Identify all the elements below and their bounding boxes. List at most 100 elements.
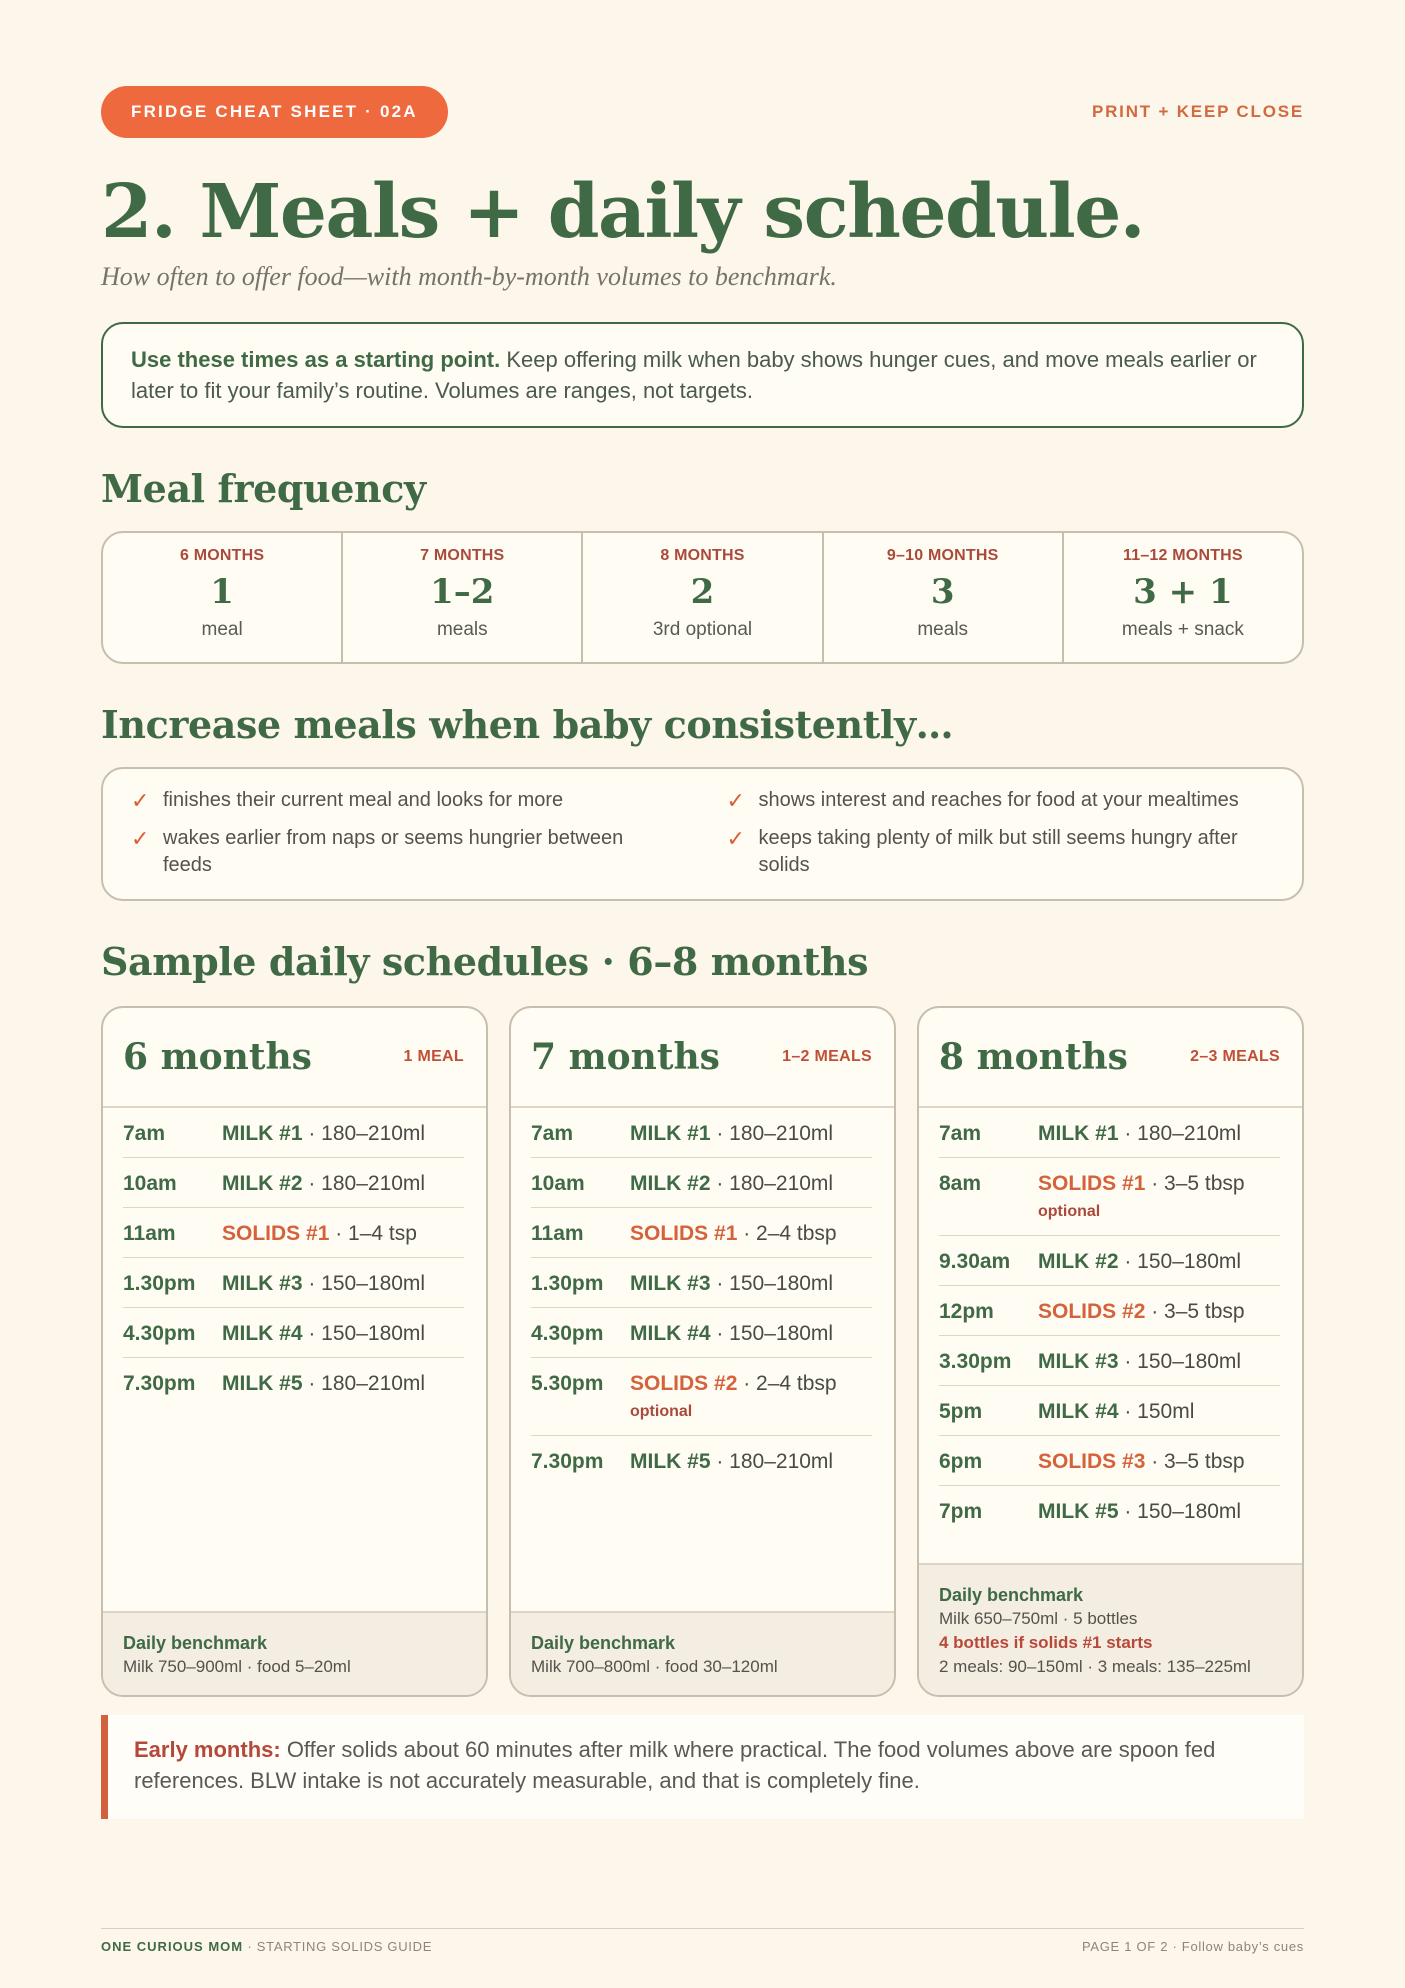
schedule-entry: MILK #5 · 180–210ml [630, 1450, 833, 1474]
schedule-time: 10am [531, 1172, 585, 1195]
schedule-time: 1.30pm [123, 1272, 196, 1295]
schedule-optional-note: optional [630, 1403, 693, 1420]
frequency-cell: 7 MONTHS 1–2 meals [343, 533, 584, 662]
note-bold: Early months: [134, 1737, 281, 1762]
schedule-label: MILK #5 [1038, 1500, 1119, 1523]
schedule-row: 7pm MILK #5 · 150–180ml [939, 1486, 1280, 1535]
schedule-label: MILK #2 [1038, 1250, 1119, 1273]
schedule-label: SOLIDS #3 [1038, 1450, 1146, 1473]
schedule-time: 5pm [939, 1400, 983, 1423]
benchmark-warning: 4 bottles if solids #1 starts [939, 1633, 1153, 1652]
checklist-item: ✓ wakes earlier from naps or seems hungr… [131, 825, 677, 880]
frequency-cell: 9–10 MONTHS 3 meals [824, 533, 1064, 662]
schedule-time: 7.30pm [531, 1450, 604, 1473]
schedule-label: MILK #4 [222, 1322, 303, 1345]
schedule-list: 7am MILK #1 · 180–210ml 8am SOLIDS #1 · 3–5… [919, 1108, 1302, 1535]
schedule-amount: · 180–210ml [1118, 1122, 1242, 1145]
schedule-time: 3.30pm [939, 1350, 1012, 1373]
frequency-count: 2 [690, 572, 715, 612]
sheet-label-pill: FRIDGE CHEAT SHEET · 02A [101, 86, 448, 138]
increase-heading: Increase meals when baby consistently… [101, 702, 954, 747]
schedule-label: MILK #3 [1038, 1350, 1119, 1373]
schedule-card: 7 months 1–2 MEALS 7am MILK #1 · 180–210ml 1… [509, 1006, 896, 1697]
page-subtitle: How often to offer food—with month-by-mo… [101, 262, 837, 291]
frequency-unit: meal [201, 619, 243, 640]
schedule-label: SOLIDS #2 [630, 1372, 738, 1395]
footer-left: ONE CURIOUS MOM · STARTING SOLIDS GUIDE [101, 1939, 432, 1954]
schedule-row: 12pm SOLIDS #2 · 3–5 tbsp [939, 1286, 1280, 1336]
schedule-entry: MILK #4 · 150–180ml [630, 1322, 833, 1346]
schedule-row: 11am SOLIDS #1 · 1–4 tsp [123, 1208, 464, 1258]
check-icon: ✓ [131, 825, 150, 851]
schedule-entry: MILK #3 · 150–180ml [1038, 1350, 1241, 1374]
footer-brand: ONE CURIOUS MOM [101, 1939, 244, 1954]
daily-benchmark: Daily benchmark Milk 750–900ml · food 5–2… [103, 1611, 486, 1695]
frequency-age: 8 MONTHS [660, 547, 745, 564]
header-row: FRIDGE CHEAT SHEET · 02A PRINT + KEEP CL… [101, 86, 1304, 138]
cheat-sheet-page: FRIDGE CHEAT SHEET · 02A PRINT + KEEP CL… [101, 86, 1304, 1819]
checklist-text: finishes their current meal and looks fo… [163, 789, 564, 811]
benchmark-title: Daily benchmark [939, 1585, 1084, 1605]
schedule-amount: · 180–210ml [710, 1122, 834, 1145]
benchmark-line: Milk 750–900ml · food 5–20ml [123, 1657, 351, 1676]
schedule-amount: · 150–180ml [710, 1322, 834, 1345]
frequency-cell: 8 MONTHS 2 3rd optional [583, 533, 824, 662]
frequency-count: 3 + 1 [1133, 572, 1233, 612]
frequency-cell: 11–12 MONTHS 3 + 1 meals + snack [1064, 533, 1302, 662]
schedule-label: MILK #1 [1038, 1122, 1119, 1145]
schedule-label: MILK #1 [630, 1122, 711, 1145]
schedule-label: SOLIDS #1 [1038, 1172, 1146, 1195]
schedule-entry: SOLIDS #2 · 3–5 tbsp [1038, 1300, 1245, 1324]
checklist-text: keeps taking plenty of milk but still se… [758, 826, 1238, 876]
frequency-table: 6 MONTHS 1 meal 7 MONTHS 1–2 meals 8 MON… [101, 531, 1304, 664]
schedule-time: 1.30pm [531, 1272, 604, 1295]
schedule-amount: · 150–180ml [302, 1322, 426, 1345]
schedule-row: 5.30pm SOLIDS #2 · 2–4 tbsp optional [531, 1358, 872, 1436]
footer-guide: · STARTING SOLIDS GUIDE [243, 1939, 433, 1954]
schedule-time: 4.30pm [123, 1322, 196, 1345]
schedule-label: MILK #2 [222, 1172, 303, 1195]
schedule-label: MILK #1 [222, 1122, 303, 1145]
schedule-entry: SOLIDS #1 · 2–4 tbsp [630, 1222, 837, 1246]
checklist-item: ✓ keeps taking plenty of milk but still … [727, 825, 1273, 880]
schedule-row: 7.30pm MILK #5 · 180–210ml [531, 1436, 872, 1485]
checklist-item: ✓ shows interest and reaches for food at… [727, 787, 1273, 815]
frequency-heading: Meal frequency [101, 466, 426, 511]
schedule-time: 7am [939, 1122, 982, 1145]
schedule-row: 7am MILK #1 · 180–210ml [123, 1108, 464, 1158]
frequency-age: 7 MONTHS [420, 547, 505, 564]
schedule-amount: · 150–180ml [302, 1272, 426, 1295]
schedule-amount: · 180–210ml [302, 1122, 426, 1145]
check-icon: ✓ [726, 825, 745, 851]
schedule-time: 9.30am [939, 1250, 1011, 1273]
schedule-row: 10am MILK #2 · 180–210ml [531, 1158, 872, 1208]
schedule-amount: · 2–4 tbsp [737, 1222, 837, 1245]
intro-text: Keep offering milk when baby shows hunge… [131, 347, 1257, 403]
increase-checklist: ✓ finishes their current meal and looks … [101, 767, 1304, 901]
schedule-amount: · 1–4 tsp [329, 1222, 417, 1245]
schedule-label: SOLIDS #1 [630, 1222, 738, 1245]
benchmark-title: Daily benchmark [531, 1633, 676, 1653]
schedule-amount: · 150–180ml [710, 1272, 834, 1295]
schedule-meal-count: 1 MEAL [403, 1048, 464, 1065]
schedule-row: 3.30pm MILK #3 · 150–180ml [939, 1336, 1280, 1386]
schedule-list: 7am MILK #1 · 180–210ml 10am MILK #2 · 180–… [103, 1108, 486, 1407]
page-footer: ONE CURIOUS MOM · STARTING SOLIDS GUIDE … [101, 1928, 1304, 1954]
schedule-optional-note: optional [1038, 1203, 1101, 1220]
schedule-label: MILK #5 [222, 1372, 303, 1395]
schedule-time: 8am [939, 1172, 982, 1195]
schedule-meal-count: 1–2 MEALS [782, 1048, 872, 1065]
schedule-entry: MILK #1 · 180–210ml [630, 1122, 833, 1146]
schedule-entry: MILK #2 · 150–180ml [1038, 1250, 1241, 1274]
note-text: Offer solids about 60 minutes after milk… [134, 1737, 1216, 1793]
schedule-row: 7.30pm MILK #5 · 180–210ml [123, 1358, 464, 1407]
schedule-card-header: 6 months 1 MEAL [103, 1008, 486, 1108]
schedule-amount: · 180–210ml [302, 1372, 426, 1395]
schedule-entry: SOLIDS #2 · 2–4 tbsp optional [630, 1372, 837, 1424]
schedule-amount: · 2–4 tbsp [737, 1372, 837, 1395]
frequency-age: 11–12 MONTHS [1123, 547, 1243, 564]
frequency-cell: 6 MONTHS 1 meal [103, 533, 344, 662]
daily-benchmark: Daily benchmark Milk 700–800ml · food 30–… [511, 1611, 894, 1695]
schedule-row: 4.30pm MILK #4 · 150–180ml [123, 1308, 464, 1358]
schedule-label: MILK #3 [222, 1272, 303, 1295]
